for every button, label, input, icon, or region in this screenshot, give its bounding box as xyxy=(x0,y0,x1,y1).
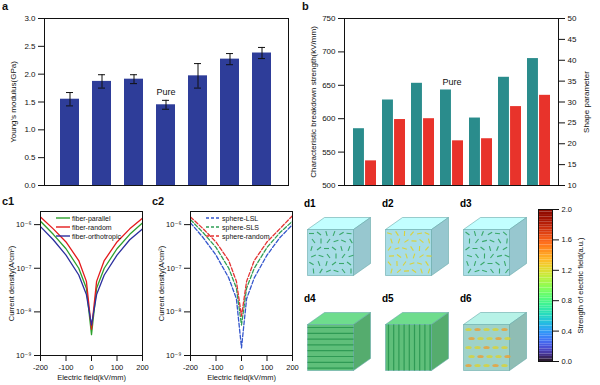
svg-text:600: 600 xyxy=(322,114,336,123)
svg-text:25: 25 xyxy=(568,118,577,127)
svg-text:1.5: 1.5 xyxy=(24,98,36,107)
svg-text:10⁻⁷: 10⁻⁷ xyxy=(166,264,181,273)
svg-text:750: 750 xyxy=(322,14,336,23)
svg-text:45: 45 xyxy=(568,35,577,44)
svg-text:Current density(A/cm²): Current density(A/cm²) xyxy=(7,245,16,321)
svg-text:Young's modulus(GPa): Young's modulus(GPa) xyxy=(9,61,18,143)
svg-text:1.0: 1.0 xyxy=(24,125,36,134)
svg-text:Characteristic breakdown stren: Characteristic breakdown strength(kV/mm) xyxy=(309,26,318,178)
svg-text:d4: d4 xyxy=(304,293,316,304)
svg-text:10⁻⁸: 10⁻⁸ xyxy=(166,307,181,316)
svg-text:d5: d5 xyxy=(382,293,394,304)
svg-text:0.0: 0.0 xyxy=(24,181,36,190)
svg-text:2.0: 2.0 xyxy=(24,70,36,79)
svg-text:3.0: 3.0 xyxy=(24,14,36,23)
svg-text:Current density(A/cm²): Current density(A/cm²) xyxy=(157,245,166,321)
svg-text:0: 0 xyxy=(89,363,93,372)
svg-text:2.5: 2.5 xyxy=(24,42,36,51)
svg-text:1.2: 1.2 xyxy=(562,266,572,275)
svg-text:550: 550 xyxy=(322,148,336,157)
svg-text:2.0: 2.0 xyxy=(562,205,572,214)
svg-text:650: 650 xyxy=(322,81,336,90)
svg-text:40: 40 xyxy=(568,56,577,65)
html-text:sphere-random: sphere-random xyxy=(222,233,270,240)
svg-text:35: 35 xyxy=(568,77,577,86)
html-text:c1: c1 xyxy=(2,195,15,207)
svg-text:-200: -200 xyxy=(33,363,48,372)
svg-text:200: 200 xyxy=(286,363,299,372)
svg-text:10⁻⁹: 10⁻⁹ xyxy=(166,351,182,360)
svg-text:200: 200 xyxy=(136,363,149,372)
svg-text:Electric field(kV/mm): Electric field(kV/mm) xyxy=(207,373,276,382)
svg-text:1.6: 1.6 xyxy=(562,235,572,244)
svg-text:d1: d1 xyxy=(304,198,316,209)
svg-text:Strength of electric field(a.u: Strength of electric field(a.u.) xyxy=(576,237,585,333)
html-text:fiber-orthotropic: fiber-orthotropic xyxy=(72,233,121,240)
html-text:c2: c2 xyxy=(152,195,165,207)
svg-text:10: 10 xyxy=(568,181,577,190)
svg-text:0.0: 0.0 xyxy=(562,357,572,366)
svg-text:0.4: 0.4 xyxy=(562,327,572,336)
svg-text:500: 500 xyxy=(322,181,336,190)
svg-text:100: 100 xyxy=(111,363,124,372)
svg-text:d3: d3 xyxy=(460,198,472,209)
svg-text:10⁻⁶: 10⁻⁶ xyxy=(16,220,31,229)
svg-text:10⁻⁹: 10⁻⁹ xyxy=(16,351,32,360)
html-text:sphere-SLS: sphere-SLS xyxy=(222,224,259,231)
svg-text:700: 700 xyxy=(322,47,336,56)
svg-text:10⁻⁶: 10⁻⁶ xyxy=(166,220,181,229)
html-text:fiber-parallel: fiber-parallel xyxy=(72,215,111,222)
svg-text:20: 20 xyxy=(568,139,577,148)
svg-text:100: 100 xyxy=(261,363,274,372)
svg-text:d6: d6 xyxy=(460,293,472,304)
svg-text:Electric field(kV/mm): Electric field(kV/mm) xyxy=(57,373,126,382)
svg-text:0.8: 0.8 xyxy=(562,296,572,305)
svg-text:-100: -100 xyxy=(208,363,223,372)
svg-text:Pure: Pure xyxy=(156,87,175,97)
html-text:a: a xyxy=(2,0,9,12)
svg-text:50: 50 xyxy=(568,14,577,23)
svg-text:-100: -100 xyxy=(58,363,73,372)
svg-text:Pure: Pure xyxy=(442,77,461,87)
html-text:b: b xyxy=(302,0,309,12)
svg-text:-200: -200 xyxy=(183,363,198,372)
svg-text:30: 30 xyxy=(568,98,577,107)
html-text:fiber-random: fiber-random xyxy=(72,224,112,231)
svg-text:Shape parameter: Shape parameter xyxy=(582,71,591,133)
svg-text:d2: d2 xyxy=(382,198,394,209)
svg-text:0.5: 0.5 xyxy=(24,153,36,162)
svg-text:0: 0 xyxy=(239,363,243,372)
svg-text:10⁻⁸: 10⁻⁸ xyxy=(16,307,31,316)
html-text:sphere-LSL: sphere-LSL xyxy=(222,215,259,222)
svg-text:15: 15 xyxy=(568,160,577,169)
svg-text:10⁻⁷: 10⁻⁷ xyxy=(16,264,31,273)
